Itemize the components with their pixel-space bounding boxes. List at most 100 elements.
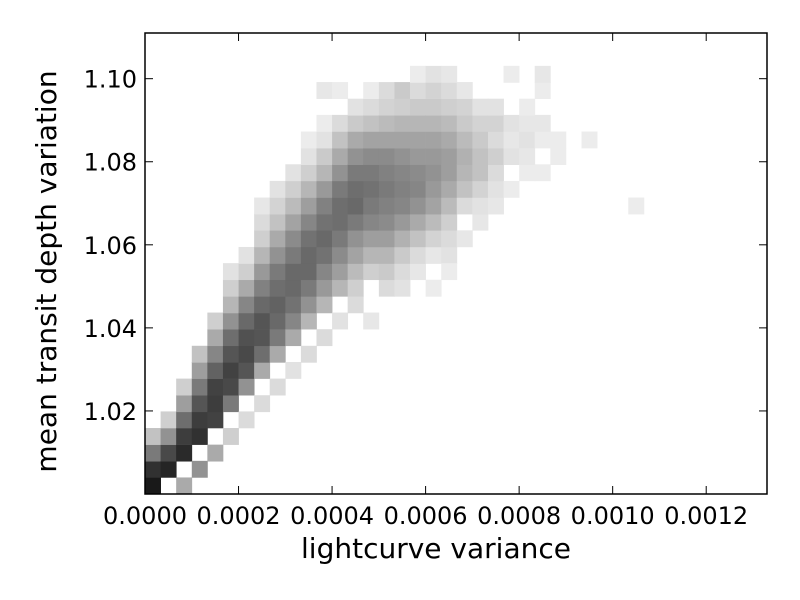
heatmap-cell xyxy=(285,361,302,379)
heatmap-cell xyxy=(394,263,411,281)
heatmap-cell xyxy=(222,279,239,297)
heatmap-cell xyxy=(410,114,426,132)
heatmap-cell xyxy=(269,213,286,231)
heatmap-cell xyxy=(378,98,395,116)
heatmap-cell xyxy=(378,279,395,297)
heatmap-cell xyxy=(363,82,380,99)
heatmap-cell xyxy=(363,148,380,165)
heatmap-cell xyxy=(441,65,458,83)
heatmap-cell xyxy=(394,180,411,198)
heatmap-cell xyxy=(425,164,442,182)
heatmap-cell xyxy=(269,246,286,264)
heatmap-cell xyxy=(378,131,395,149)
heatmap-cell xyxy=(191,345,208,363)
heatmap-cell xyxy=(441,114,458,132)
heatmap-cell xyxy=(410,131,426,149)
x-tick-label: 0.0004 xyxy=(290,502,374,530)
heatmap-cell xyxy=(300,180,317,198)
heatmap-cell xyxy=(332,180,349,198)
heatmap-cell xyxy=(316,164,333,182)
heatmap-cell xyxy=(285,296,302,314)
heatmap-cell xyxy=(472,213,489,231)
heatmap-cell xyxy=(363,263,380,281)
heatmap-cell xyxy=(238,263,255,281)
heatmap-cell xyxy=(207,312,224,330)
heatmap-cell xyxy=(456,197,473,215)
heatmap-cell xyxy=(394,98,411,116)
heatmap-cell xyxy=(176,444,193,462)
heatmap-cell xyxy=(332,131,349,149)
heatmap-cell xyxy=(176,428,193,445)
heatmap-cell xyxy=(425,213,442,231)
heatmap-cell xyxy=(254,213,271,231)
heatmap-cell xyxy=(487,164,504,182)
heatmap-cell xyxy=(581,131,598,149)
heatmap-cell xyxy=(456,164,473,182)
y-axis-ticks: 1.02 1.04 1.06 1.08 1.10 xyxy=(84,66,767,426)
heatmap-cell xyxy=(332,114,349,132)
heatmap-cell xyxy=(269,296,286,314)
heatmap-cell xyxy=(176,378,193,396)
heatmap-cell xyxy=(222,329,239,347)
heatmap-cell xyxy=(347,246,364,264)
heatmap-cell xyxy=(487,197,504,215)
heatmap-cell xyxy=(425,131,442,149)
heatmap-cell xyxy=(410,180,426,198)
heatmap-cell xyxy=(269,263,286,281)
heatmap-cell xyxy=(410,246,426,264)
heatmap-cell xyxy=(269,312,286,330)
heatmap-cell xyxy=(628,197,645,215)
heatmap-cell xyxy=(487,131,504,149)
heatmap-cell xyxy=(410,148,426,165)
heatmap-cell xyxy=(207,444,224,462)
heatmap-cell xyxy=(207,361,224,379)
heatmap-cell xyxy=(441,98,458,116)
heatmap-cell xyxy=(394,114,411,132)
y-tick-label: 1.10 xyxy=(84,66,137,94)
heatmap-cell xyxy=(207,395,224,413)
heatmap-cell xyxy=(222,378,239,396)
heatmap-cell xyxy=(347,213,364,231)
heatmap-cell xyxy=(347,148,364,165)
heatmap-cell xyxy=(254,296,271,314)
heatmap-cell xyxy=(176,395,193,413)
heatmap-cell xyxy=(300,296,317,314)
heatmap-cell xyxy=(534,82,551,99)
heatmap-cell xyxy=(425,246,442,264)
heatmap-cell xyxy=(332,230,349,248)
heatmap-cell xyxy=(456,180,473,198)
heatmap-cell xyxy=(363,131,380,149)
plot-area-frame xyxy=(144,32,768,495)
heatmap-cell xyxy=(363,164,380,182)
heatmap-cell xyxy=(550,148,567,165)
heatmap-cell xyxy=(191,395,208,413)
heatmap-cell xyxy=(441,131,458,149)
heatmap-cell xyxy=(441,246,458,264)
heatmap-cell xyxy=(222,345,239,363)
heatmap-cell xyxy=(487,114,504,132)
heatmap-cell xyxy=(238,246,255,264)
heatmap-cell xyxy=(269,197,286,215)
heatmap-cell xyxy=(456,114,473,132)
heatmap-cell xyxy=(363,230,380,248)
heatmap-cell xyxy=(269,180,286,198)
heatmap-cell xyxy=(316,329,333,347)
heatmap-cell xyxy=(254,312,271,330)
heatmap-cell xyxy=(332,82,349,99)
heatmap-cell xyxy=(394,164,411,182)
heatmap-cell xyxy=(487,148,504,165)
heatmap-cell xyxy=(425,114,442,132)
heatmap-cell xyxy=(332,148,349,165)
heatmap-cell xyxy=(316,230,333,248)
heatmap-cell xyxy=(207,329,224,347)
heatmap-cell xyxy=(238,296,255,314)
heatmap-cell xyxy=(534,131,551,149)
y-tick-label: 1.02 xyxy=(84,398,137,426)
heatmap-cell xyxy=(207,345,224,363)
heatmap-cell xyxy=(300,213,317,231)
heatmap-cell xyxy=(145,428,161,445)
heatmap-cell xyxy=(441,263,458,281)
heatmap-cell xyxy=(394,197,411,215)
heatmap-cell xyxy=(425,197,442,215)
heatmap-cell xyxy=(238,329,255,347)
